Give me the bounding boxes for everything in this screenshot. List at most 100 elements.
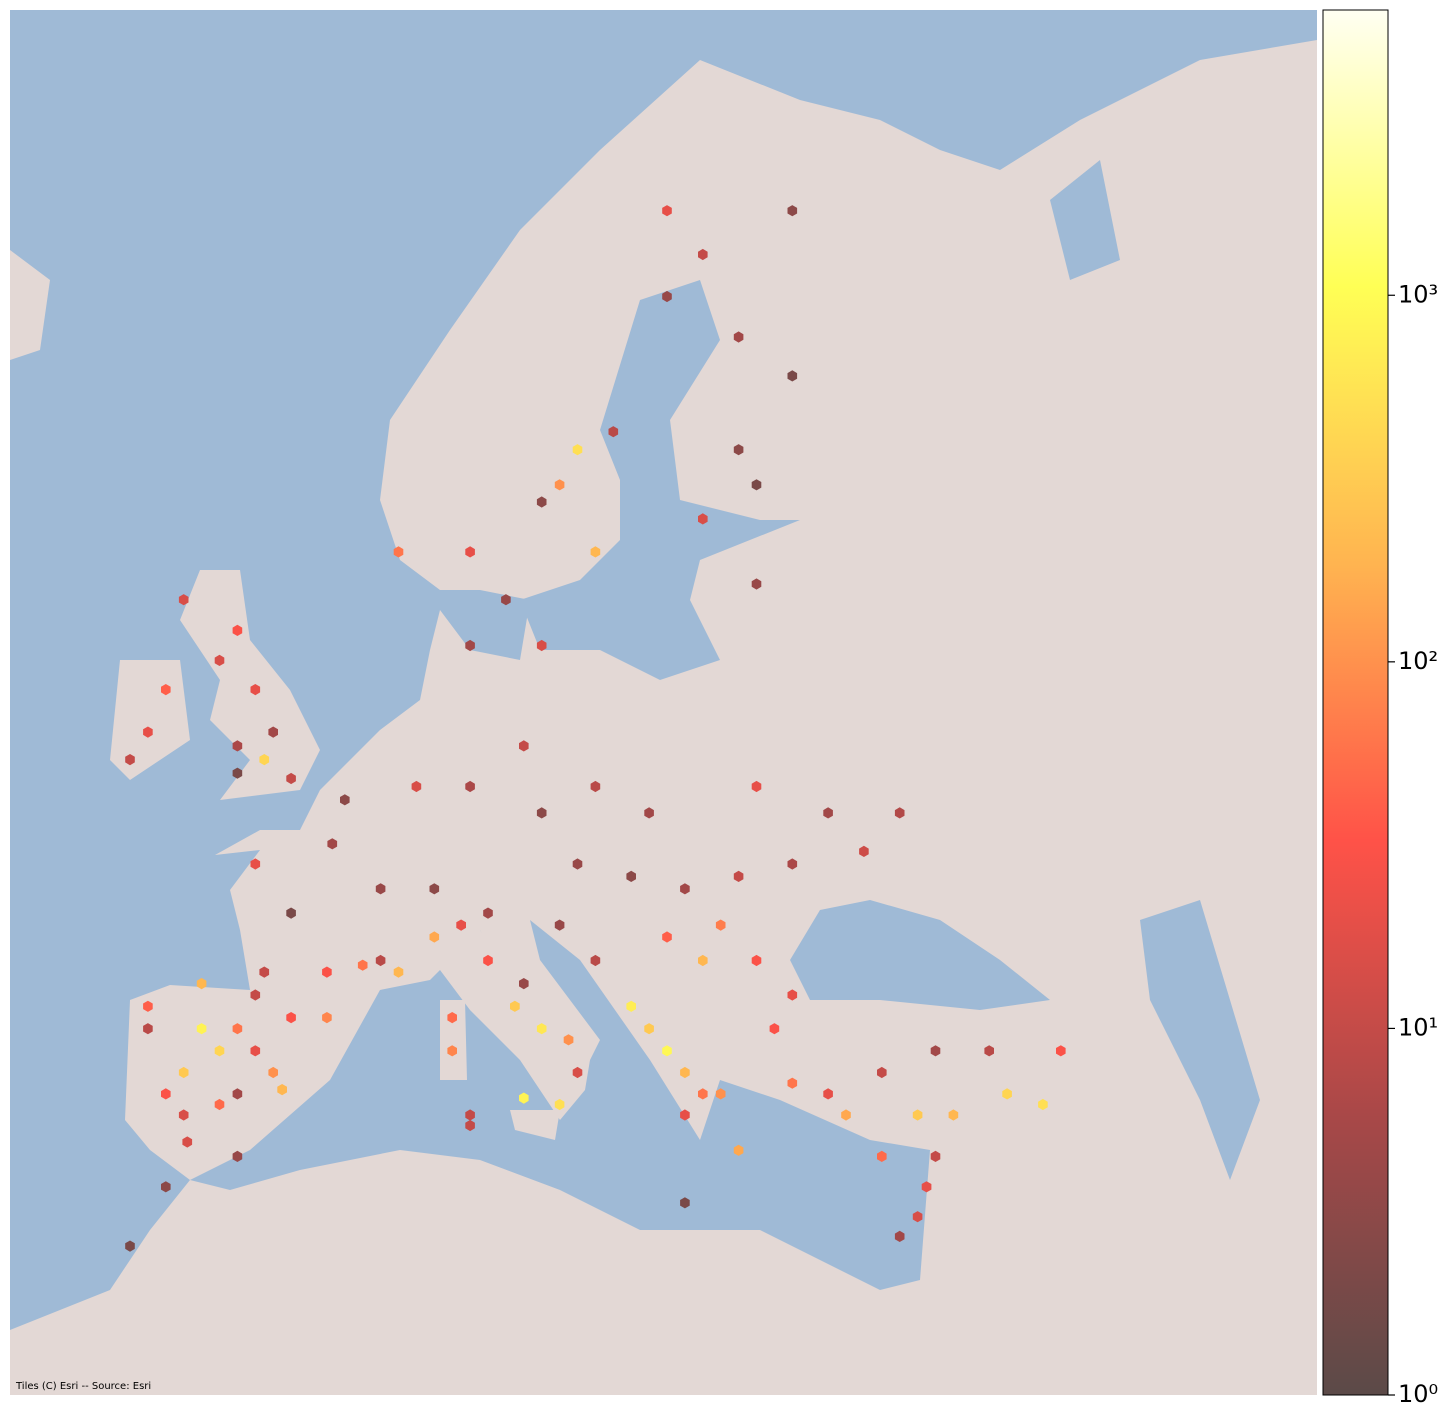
hex-cell (232, 1150, 243, 1162)
colorbar-tick-label: 10¹ (1398, 1013, 1438, 1041)
hex-cell (447, 1012, 457, 1024)
hex-cell (143, 1000, 153, 1012)
hex-cell (644, 1023, 654, 1035)
great-britain (180, 570, 320, 800)
hex-cell (196, 1023, 207, 1035)
hex-cell (751, 479, 762, 491)
hex-cell (590, 780, 601, 793)
hex-cell (590, 546, 601, 558)
hex-cell (375, 954, 386, 967)
hex-cell (554, 479, 565, 491)
hex-cell (501, 594, 511, 606)
hex-cell (921, 1181, 932, 1193)
hex-cell (787, 205, 798, 217)
hex-cell (125, 1240, 135, 1252)
hex-cell (662, 931, 672, 943)
hex-cell (519, 978, 529, 990)
hex-cell (161, 1088, 171, 1100)
hex-cell (465, 780, 475, 793)
hex-cell (644, 807, 654, 819)
hex-cell (375, 883, 386, 895)
colorbar-tick-label: 10³ (1398, 280, 1438, 308)
hex-cell (250, 1045, 261, 1057)
hex-cell (536, 639, 547, 652)
hex-cell (877, 1150, 887, 1162)
hexbin-layer (125, 205, 1066, 1252)
hex-cell (698, 513, 708, 525)
hex-cell (411, 780, 422, 793)
hex-cell (465, 1109, 475, 1121)
hex-cell (698, 954, 708, 967)
hex-cell (161, 684, 171, 696)
hex-cell (182, 1136, 193, 1148)
hex-cell (662, 1045, 672, 1057)
hex-cell (554, 1098, 565, 1111)
hex-cell (519, 740, 529, 752)
hex-cell (447, 1045, 457, 1057)
hex-cell (948, 1109, 959, 1121)
hex-cell (232, 1088, 243, 1100)
caspian-sea (1140, 900, 1260, 1180)
hex-cell (232, 740, 243, 752)
hex-cell (626, 870, 636, 882)
hex-cell (196, 978, 207, 990)
hex-cell (143, 1023, 153, 1035)
hex-cell (214, 1098, 225, 1111)
hex-cell (1002, 1088, 1012, 1100)
hex-cell (277, 1084, 287, 1096)
hex-cell (912, 1211, 923, 1223)
hex-cell (286, 772, 296, 785)
hex-cell (563, 1034, 574, 1046)
hex-cell (930, 1045, 941, 1057)
hex-cell (178, 1109, 189, 1121)
hex-cell (429, 931, 440, 943)
hex-cell (930, 1150, 941, 1162)
hex-cell (733, 870, 744, 882)
hex-cell (465, 546, 475, 558)
colorbar-tick-label: 10⁰ (1398, 1380, 1438, 1408)
hex-cell (626, 1000, 636, 1012)
hex-cell (698, 248, 708, 261)
hex-cell (483, 907, 493, 919)
attribution: Tiles (C) Esri -- Source: Esri (15, 1381, 151, 1392)
hex-cell (322, 1012, 332, 1024)
hex-cell (456, 919, 466, 931)
hex-cell (250, 858, 261, 870)
hex-cell (894, 807, 905, 819)
hex-cell (268, 726, 278, 738)
hex-cell (751, 780, 762, 793)
hex-cell (519, 1092, 529, 1104)
hex-cell (268, 1066, 278, 1079)
hex-cell (698, 1088, 708, 1100)
hex-cell (662, 205, 672, 217)
hex-cell (161, 1181, 171, 1193)
hex-cell (483, 954, 493, 967)
hex-cell (393, 966, 404, 978)
hex-cell (680, 883, 690, 895)
hex-cell (178, 594, 189, 606)
colorbar-fill (1322, 9, 1389, 1396)
hex-cell (680, 1109, 690, 1121)
hex-cell (178, 1066, 189, 1079)
map: Tiles (C) Esri -- Source: Esri (10, 10, 1317, 1395)
black-sea (790, 900, 1050, 1010)
hex-cell (877, 1066, 887, 1079)
hex-cell (894, 1230, 905, 1242)
hex-cell (715, 1088, 726, 1100)
hex-cell (823, 1088, 833, 1100)
colorbar-tick-label: 10² (1398, 647, 1438, 675)
hex-cell (1038, 1098, 1048, 1111)
hex-cell (214, 1045, 225, 1057)
hex-cell (787, 989, 798, 1001)
hex-cell (823, 807, 833, 819)
hex-cell (751, 954, 762, 967)
hex-cell (259, 754, 270, 766)
hex-cell (733, 1144, 744, 1156)
hex-cell (680, 1197, 690, 1209)
white-sea (1050, 160, 1120, 280)
hex-cell (214, 654, 225, 666)
hex-cell (536, 807, 547, 819)
hex-cell (232, 1023, 243, 1035)
hex-cell (143, 726, 153, 738)
baltic-sea (520, 280, 800, 680)
